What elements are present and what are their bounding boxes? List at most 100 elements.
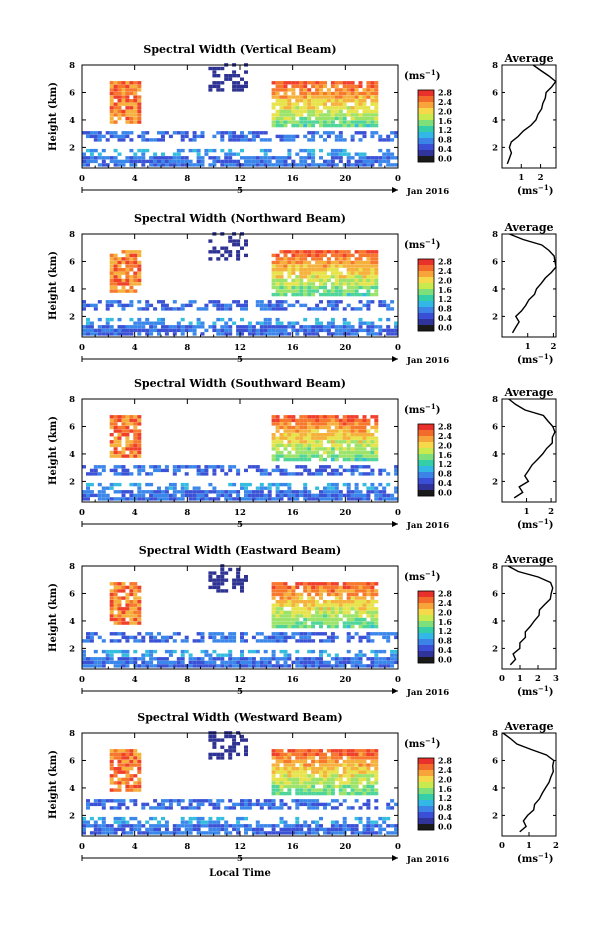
heatmap-cell [374,610,379,615]
heatmap-cell [362,292,367,297]
heatmap-cell [291,621,296,625]
avg-y-tick-label: 2 [492,811,498,821]
heatmap-cell [299,635,304,640]
heatmap-cell [93,131,98,135]
heatmap-cell [354,482,359,487]
heatmap-cell [240,84,244,89]
y-tick-label: 6 [69,257,75,267]
heatmap-cell [283,770,288,774]
y-tick-label: 2 [69,811,75,821]
heatmap-cell [350,774,355,778]
heatmap-cell [315,600,320,604]
heatmap-cell [271,831,276,835]
heatmap-cell [374,614,379,618]
heatmap-cell [295,282,300,286]
heatmap-cell [295,802,300,807]
heatmap-cell [216,664,221,668]
heatmap-cell [307,88,312,92]
heatmap-cell [326,639,331,643]
heatmap-cell [109,303,114,308]
colorbar-tick-label: 2.4 [438,431,452,441]
heatmap-cell [354,486,359,490]
heatmap-cell [279,123,284,128]
heatmap-cell [330,799,335,803]
heatmap-cell [192,664,197,668]
heatmap-cell [271,621,276,625]
heatmap-cell [196,664,201,668]
heatmap-cell [307,289,312,293]
heatmap-cell [224,635,229,640]
heatmap-cell [338,824,343,828]
heatmap-cell [303,756,308,760]
colorbar-swatch [418,472,434,479]
day-label: 5 [237,520,243,530]
heatmap-cell [350,113,355,117]
heatmap-cell [283,624,288,629]
heatmap-cell [216,575,221,579]
heatmap-cell [303,332,308,336]
heatmap-cell [228,490,233,494]
heatmap-cell [172,831,177,835]
heatmap-cell [362,454,367,458]
heatmap-cell [366,486,371,490]
heatmap-cell [113,454,118,458]
heatmap-cell [342,148,347,153]
heatmap-cell [342,415,347,419]
heatmap-cell [259,325,264,329]
heatmap-cell [224,490,229,494]
heatmap-cell [334,607,339,611]
heatmap-cell [228,235,233,240]
heatmap-cell [323,791,327,796]
heatmap-cell [121,422,126,426]
heatmap-cell [326,116,331,121]
heatmap-cell [137,325,142,329]
heatmap-cell [161,657,165,661]
heatmap-cell [93,827,98,832]
heatmap-cell [311,777,316,782]
heatmap-cell [196,831,201,835]
heatmap-cell [271,113,276,117]
heatmap-cell [330,271,335,275]
heatmap-cell [275,429,280,433]
heatmap-cell [338,429,343,433]
heatmap-cell [137,784,142,789]
heatmap-cell [311,289,316,293]
heatmap-cell [311,278,316,283]
heatmap-cell [82,300,86,304]
heatmap-cell [133,429,138,433]
heatmap-cell [303,282,308,286]
heatmap-cell [161,138,165,142]
heatmap-cell [366,120,371,124]
heatmap-cell [382,660,387,665]
heatmap-cell [330,443,335,448]
heatmap-cell [386,332,391,336]
heatmap-cell [326,99,331,103]
heatmap-cell [307,592,312,597]
heatmap-cell [113,148,118,153]
heatmap-cell [323,415,327,419]
heatmap-cell [279,433,284,437]
heatmap-cell [244,81,248,85]
heatmap-cell [326,260,331,265]
heatmap-cell [319,497,323,501]
heatmap-cell [307,472,312,476]
heatmap-cell [323,425,327,430]
heatmap-cell [188,831,193,835]
heatmap-cell [228,77,233,81]
heatmap-cell [354,621,359,625]
heatmap-cell [192,325,197,329]
heatmap-cell [117,271,122,275]
heatmap-cell [168,831,173,835]
heatmap-cell [326,134,331,139]
heatmap-cell [326,106,331,110]
heatmap-cell [157,660,161,665]
heatmap-cell [113,289,118,293]
heatmap-cell [164,163,169,167]
heatmap-cell [109,610,114,615]
heatmap-cell [315,632,320,636]
heatmap-cell [311,148,316,153]
heatmap-cell [263,486,268,490]
heatmap-cell [236,159,241,164]
heatmap-cell [279,84,284,89]
heatmap-cell [275,664,280,668]
